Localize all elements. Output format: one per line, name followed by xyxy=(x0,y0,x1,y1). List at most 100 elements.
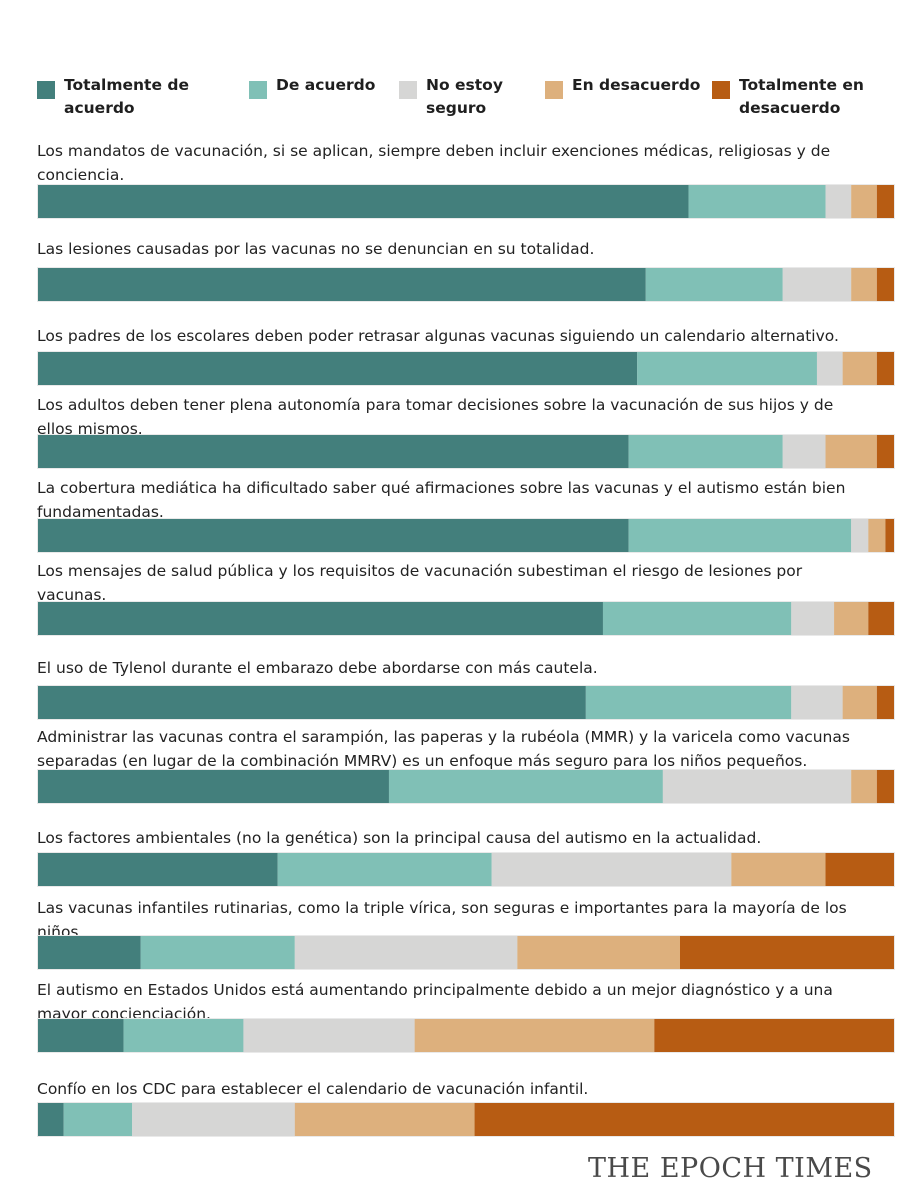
bar-segment-5 xyxy=(474,1103,894,1136)
bar-segment-1 xyxy=(38,686,586,719)
bar-segment-1 xyxy=(38,185,689,218)
bar-segment-5 xyxy=(885,519,894,552)
legend-item-1: Totalmente de acuerdo xyxy=(37,74,189,120)
bar-segment-2 xyxy=(688,185,826,218)
question-label: El autismo en Estados Unidos está aument… xyxy=(37,981,833,999)
question-label: ellos mismos. xyxy=(37,420,143,438)
bar-segment-4 xyxy=(731,853,826,886)
question-label: Los mensajes de salud pública y los requ… xyxy=(37,562,803,580)
bar-segment-5 xyxy=(876,770,894,803)
bar-segment-4 xyxy=(842,352,877,385)
question-label: Los mandatos de vacunación, si se aplica… xyxy=(37,142,830,160)
question-label: Confío en los CDC para establecer el cal… xyxy=(37,1080,588,1098)
question-label: Administrar las vacunas contra el saramp… xyxy=(37,728,850,746)
bar-segment-4 xyxy=(294,1103,475,1136)
bar-segment-5 xyxy=(825,853,894,886)
bar-segment-1 xyxy=(38,602,603,635)
bar-segment-5 xyxy=(876,352,894,385)
bar-segment-3 xyxy=(662,770,852,803)
legend-swatch xyxy=(545,81,563,99)
legend-item-5: Totalmente en desacuerdo xyxy=(712,74,864,120)
bar-segment-4 xyxy=(851,268,877,301)
question-label: Las vacunas infantiles rutinarias, como … xyxy=(37,899,847,917)
question-label: conciencia. xyxy=(37,166,124,184)
question-row: Los mensajes de salud pública y los requ… xyxy=(37,562,895,636)
bar-segment-2 xyxy=(585,686,792,719)
epoch-times-logo: THE EPOCH TIMES xyxy=(588,1153,873,1184)
bar-segment-1 xyxy=(38,1019,124,1052)
bar-segment-4 xyxy=(868,519,886,552)
bar-segment-3 xyxy=(816,352,843,385)
bar-segment-2 xyxy=(645,268,783,301)
bar-segment-3 xyxy=(243,1019,415,1052)
bar-segment-3 xyxy=(782,435,826,468)
bar-segment-5 xyxy=(876,686,894,719)
bar-segment-2 xyxy=(123,1019,244,1052)
bar-segment-2 xyxy=(602,602,792,635)
question-label: Las lesiones causadas por las vacunas no… xyxy=(37,240,594,258)
bar-segment-2 xyxy=(63,1103,133,1136)
bar-segment-2 xyxy=(277,853,492,886)
question-row: El uso de Tylenol durante el embarazo de… xyxy=(37,659,895,720)
bar-segment-5 xyxy=(654,1019,894,1052)
legend-label: Totalmente en desacuerdo xyxy=(739,76,864,117)
bar-segment-4 xyxy=(825,435,877,468)
question-row: Los factores ambientales (no la genética… xyxy=(37,829,895,887)
legend-swatch xyxy=(249,81,267,99)
bar-segment-2 xyxy=(637,352,817,385)
bar-segment-1 xyxy=(38,936,141,969)
bar-segment-1 xyxy=(38,853,278,886)
question-label: Los adultos deben tener plena autonomía … xyxy=(37,396,833,414)
legend-label: Totalmente de acuerdo xyxy=(64,76,189,117)
question-row: Los mandatos de vacunación, si se aplica… xyxy=(37,142,895,219)
question-label: La cobertura mediática ha dificultado sa… xyxy=(37,479,845,497)
question-row: Confío en los CDC para establecer el cal… xyxy=(37,1080,895,1137)
question-row: Administrar las vacunas contra el saramp… xyxy=(37,728,895,804)
bar-segment-4 xyxy=(517,936,680,969)
bar-segment-2 xyxy=(388,770,663,803)
bar-segment-4 xyxy=(851,770,877,803)
question-label: El uso de Tylenol durante el embarazo de… xyxy=(37,659,598,677)
bar-segment-5 xyxy=(876,268,894,301)
bar-segment-3 xyxy=(782,268,852,301)
bar-segment-3 xyxy=(825,185,852,218)
bar-segment-4 xyxy=(414,1019,655,1052)
bar-segment-1 xyxy=(38,435,629,468)
bar-segment-2 xyxy=(140,936,295,969)
legend-label: En desacuerdo xyxy=(572,76,701,94)
legend-item-3: No estoy seguro xyxy=(399,74,503,120)
question-row: Los padres de los escolares deben poder … xyxy=(37,327,895,386)
bar-segment-1 xyxy=(38,770,389,803)
legend-item-2: De acuerdo xyxy=(249,74,375,99)
question-label: fundamentadas. xyxy=(37,503,164,521)
bar-segment-3 xyxy=(491,853,732,886)
bar-segment-1 xyxy=(38,352,638,385)
bar-segment-2 xyxy=(628,435,783,468)
bar-segment-1 xyxy=(38,1103,64,1136)
question-row: Las vacunas infantiles rutinarias, como … xyxy=(37,899,895,970)
bar-segment-5 xyxy=(876,185,894,218)
legend-item-4: En desacuerdo xyxy=(545,74,700,99)
question-row: El autismo en Estados Unidos está aument… xyxy=(37,981,895,1053)
bar-segment-5 xyxy=(876,435,894,468)
question-label: Los padres de los escolares deben poder … xyxy=(37,327,839,345)
question-row: La cobertura mediática ha dificultado sa… xyxy=(37,479,895,553)
bar-segment-3 xyxy=(132,1103,295,1136)
bar-segment-4 xyxy=(834,602,869,635)
question-label: separadas (en lugar de la combinación MM… xyxy=(37,752,807,770)
bar-segment-3 xyxy=(791,686,843,719)
bar-segment-1 xyxy=(38,268,646,301)
bar-segment-3 xyxy=(791,602,835,635)
legend: Totalmente de acuerdo De acuerdo No estoy se… xyxy=(0,74,900,130)
legend-swatch xyxy=(399,81,417,99)
bar-segment-4 xyxy=(851,185,877,218)
bar-segment-2 xyxy=(628,519,852,552)
legend-label: De acuerdo xyxy=(276,76,376,94)
question-label: vacunas. xyxy=(37,586,106,604)
bar-segment-3 xyxy=(294,936,518,969)
question-label: Los factores ambientales (no la genética… xyxy=(37,829,761,847)
legend-swatch xyxy=(712,81,730,99)
question-row: Las lesiones causadas por las vacunas no… xyxy=(37,240,895,302)
legend-label: No estoy seguro xyxy=(426,76,503,117)
